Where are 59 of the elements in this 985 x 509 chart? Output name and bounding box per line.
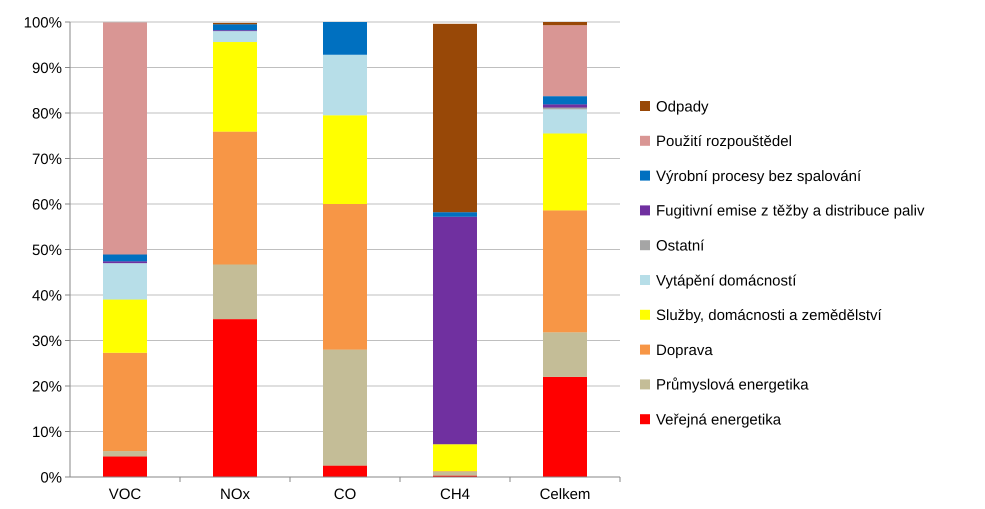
bar bbox=[323, 22, 367, 55]
bar bbox=[543, 210, 587, 332]
bar bbox=[103, 451, 147, 457]
y-tick-label: 100% bbox=[24, 14, 62, 32]
legend-label: Služby, domácnosti a zemědělství bbox=[656, 307, 882, 324]
x-tick-label: NOx bbox=[220, 486, 250, 503]
legend-label: Fugitivní emise z těžby a distribuce paliv bbox=[656, 202, 925, 220]
bar bbox=[213, 264, 257, 320]
x-tick-label: VOC bbox=[108, 486, 142, 503]
legend-label: Použití rozpouštědel bbox=[656, 133, 792, 150]
bar bbox=[323, 466, 367, 477]
bar bbox=[323, 350, 367, 466]
y-tick-label: 10% bbox=[32, 424, 62, 441]
bar bbox=[543, 25, 587, 96]
y-tick-label: 50% bbox=[32, 242, 62, 259]
y-tick-label: 30% bbox=[32, 332, 62, 350]
bar bbox=[543, 96, 587, 104]
bar bbox=[433, 472, 477, 476]
bar bbox=[433, 24, 477, 212]
bar bbox=[213, 24, 257, 30]
legend-label: Průmyslová energetika bbox=[656, 376, 810, 394]
bar bbox=[213, 42, 257, 132]
bar bbox=[213, 319, 257, 477]
bar bbox=[213, 31, 257, 42]
y-tick-label: 20% bbox=[32, 378, 62, 396]
bar bbox=[323, 204, 367, 350]
legend-label: Ostatní bbox=[656, 237, 706, 254]
bar bbox=[543, 109, 587, 134]
x-tick-label: CH4 bbox=[440, 486, 470, 503]
bar bbox=[433, 216, 477, 444]
y-tick-label: 60% bbox=[32, 196, 62, 214]
x-tick-label: CO bbox=[334, 486, 356, 503]
bar bbox=[103, 254, 147, 262]
y-tick-label: 0% bbox=[40, 469, 62, 486]
y-tick-label: 40% bbox=[32, 287, 62, 304]
bar bbox=[543, 104, 587, 108]
bar bbox=[543, 332, 587, 377]
y-tick-label: 70% bbox=[32, 150, 62, 168]
y-tick-label: 90% bbox=[32, 60, 62, 77]
legend-label: Veřejná energetika bbox=[656, 411, 782, 428]
bar bbox=[323, 54, 367, 116]
x-tick-label: Celkem bbox=[540, 486, 590, 503]
bar bbox=[103, 352, 147, 452]
bar bbox=[213, 132, 257, 265]
bar bbox=[433, 212, 477, 217]
bar bbox=[543, 22, 587, 26]
bar bbox=[433, 444, 477, 472]
y-tick-label: 80% bbox=[32, 105, 62, 122]
legend-label: Výrobní procesy bez spalování bbox=[656, 168, 862, 185]
bar bbox=[103, 263, 147, 300]
legend-label: Odpady bbox=[656, 98, 710, 116]
bar bbox=[323, 115, 367, 204]
legend-label: Vytápění domácností bbox=[656, 272, 798, 290]
bar bbox=[543, 133, 587, 210]
bar bbox=[103, 300, 147, 353]
legend-label: Doprava bbox=[656, 342, 714, 359]
bar bbox=[103, 22, 147, 255]
bar bbox=[103, 456, 147, 477]
bar bbox=[543, 376, 587, 477]
